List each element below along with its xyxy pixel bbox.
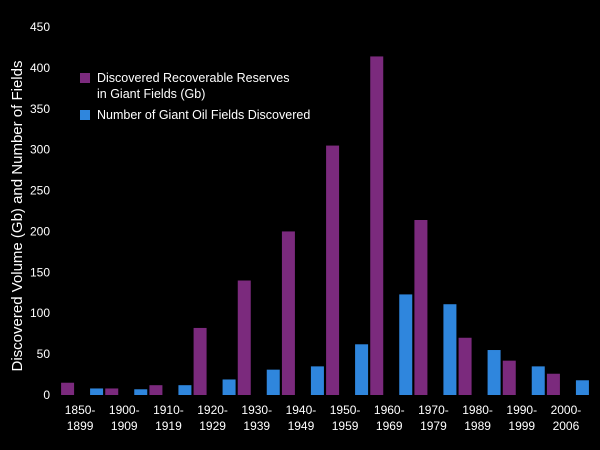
bar-reserves bbox=[105, 388, 119, 395]
y-tick-label: 50 bbox=[37, 347, 51, 361]
y-tick-label: 350 bbox=[30, 102, 50, 116]
bar-reserves bbox=[149, 385, 163, 395]
bar-fields bbox=[222, 379, 236, 395]
bar-reserves bbox=[326, 145, 340, 395]
legend-swatch-reserves bbox=[80, 73, 90, 83]
legend: Discovered Recoverable Reserves in Giant… bbox=[80, 71, 310, 122]
x-tick-label: 1910-1919 bbox=[153, 403, 184, 433]
bar-reserves bbox=[237, 280, 251, 395]
x-tick-label: 1970-1979 bbox=[418, 403, 449, 433]
legend-label-reserves: Discovered Recoverable Reserves bbox=[97, 71, 289, 85]
bar-fields bbox=[575, 380, 589, 395]
x-tick-label: 1900-1909 bbox=[109, 403, 140, 433]
x-tick-label: 1930-1939 bbox=[241, 403, 272, 433]
x-tick-label: 1850-1899 bbox=[65, 403, 96, 433]
y-tick-label: 400 bbox=[30, 61, 50, 75]
x-tick-label: 1920-1929 bbox=[197, 403, 228, 433]
bar-reserves bbox=[61, 382, 75, 395]
x-axis-ticks: 1850-1899 1900-1909 1910-1919 1920-1929 1930… bbox=[65, 403, 582, 433]
bar-reserves bbox=[370, 56, 384, 395]
bar-series bbox=[61, 56, 589, 395]
y-tick-label: 250 bbox=[30, 184, 50, 198]
y-tick-label: 300 bbox=[30, 143, 50, 157]
x-tick-label: 1960-1969 bbox=[374, 403, 405, 433]
bar-fields bbox=[266, 369, 280, 395]
bar-fields bbox=[355, 344, 369, 395]
bar-reserves bbox=[458, 337, 472, 395]
bar-fields bbox=[90, 388, 104, 395]
bar-reserves bbox=[546, 373, 560, 395]
x-tick-label: 1980-1989 bbox=[462, 403, 493, 433]
bar-fields bbox=[531, 366, 545, 395]
bar-reserves bbox=[502, 360, 516, 395]
y-tick-label: 450 bbox=[30, 20, 50, 34]
x-tick-label: 1950-1959 bbox=[330, 403, 361, 433]
bar-fields bbox=[310, 366, 324, 395]
x-tick-label: 2000-2006 bbox=[551, 403, 582, 433]
bar-reserves bbox=[414, 219, 428, 395]
y-tick-label: 0 bbox=[43, 388, 50, 402]
bar-reserves bbox=[193, 327, 207, 395]
y-tick-label: 200 bbox=[30, 224, 50, 238]
bar-reserves bbox=[281, 231, 295, 395]
bar-fields bbox=[443, 304, 457, 395]
bar-fields bbox=[178, 385, 192, 395]
bar-fields bbox=[399, 294, 413, 395]
x-tick-label: 1940-1949 bbox=[286, 403, 317, 433]
y-tick-label: 150 bbox=[30, 265, 50, 279]
y-axis-title: Discovered Volume (Gb) and Number of Fie… bbox=[9, 61, 26, 372]
legend-label-reserves-line2: in Giant Fields (Gb) bbox=[97, 87, 205, 101]
bar-fields bbox=[487, 350, 501, 395]
legend-label-fields: Number of Giant Oil Fields Discovered bbox=[97, 108, 310, 122]
y-axis-ticks: 0 50 100 150 200 250 300 350 400 450 bbox=[30, 20, 50, 402]
bar-fields bbox=[134, 389, 148, 395]
x-tick-label: 1990-1999 bbox=[506, 403, 537, 433]
legend-swatch-fields bbox=[80, 110, 90, 120]
y-tick-label: 100 bbox=[30, 306, 50, 320]
